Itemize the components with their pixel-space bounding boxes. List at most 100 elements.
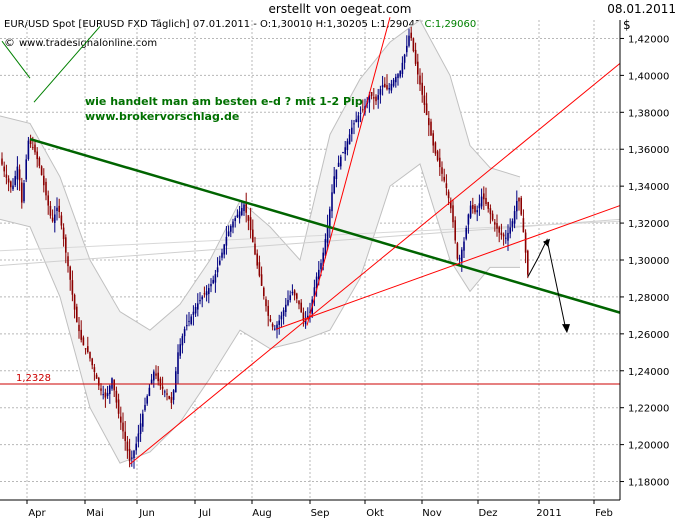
candle-body xyxy=(377,95,379,100)
candle-body xyxy=(214,274,217,283)
candle-body xyxy=(71,280,74,295)
y-tick-label: 1,34000 xyxy=(628,182,669,193)
candle-body xyxy=(309,311,311,313)
candle-body xyxy=(351,127,353,134)
candle-body xyxy=(3,166,5,172)
candle-body xyxy=(467,214,470,225)
instrument-info: EUR/USD Spot [EURUSD FXD Täglich] 07.01.… xyxy=(4,18,476,32)
candle-body xyxy=(221,252,223,258)
candle-body xyxy=(142,413,144,427)
candle-body xyxy=(157,372,159,382)
candle-body xyxy=(443,176,445,181)
candle-body xyxy=(463,241,465,251)
candle-body xyxy=(82,337,85,346)
candle-body xyxy=(113,379,115,391)
y-tick-label: 1,30000 xyxy=(628,256,669,267)
candle-body xyxy=(225,236,228,246)
candle-body xyxy=(333,176,335,194)
candle-body xyxy=(280,315,283,320)
candle-body xyxy=(232,221,234,228)
candle-body xyxy=(93,367,96,372)
candle-body xyxy=(441,167,443,174)
candle-body xyxy=(414,49,417,64)
candle-body xyxy=(496,223,498,229)
y-tick-label: 1,32000 xyxy=(628,219,669,230)
candle-body xyxy=(505,237,507,239)
candle-body xyxy=(201,296,203,300)
candle-body xyxy=(54,214,56,223)
x-tick-label: Dez xyxy=(478,508,497,519)
moving-average xyxy=(0,218,621,267)
x-tick-label: Sep xyxy=(311,508,330,519)
candle-body xyxy=(227,231,230,237)
candle-body xyxy=(524,232,527,253)
candle-body xyxy=(38,157,41,166)
candle-body xyxy=(425,103,428,116)
candle-body xyxy=(355,119,357,123)
y-tick-label: 1,18000 xyxy=(628,478,669,489)
candle-body xyxy=(370,92,373,96)
candle-body xyxy=(210,284,212,287)
candle-body xyxy=(159,378,162,387)
source-credit: © www.tradesignalonline.com xyxy=(4,36,157,51)
candle-body xyxy=(153,371,155,381)
candle-body xyxy=(216,267,219,273)
candle-body xyxy=(27,140,30,160)
candle-body xyxy=(205,291,208,296)
candle-body xyxy=(120,416,122,423)
candle-body xyxy=(168,396,170,399)
candle-body xyxy=(368,95,371,103)
y-tick-label: 1,42000 xyxy=(628,34,669,45)
red-trendline-long xyxy=(129,62,621,465)
candle-body xyxy=(117,399,120,414)
candle-body xyxy=(133,450,135,458)
candle-body xyxy=(320,263,322,270)
candle-body xyxy=(386,85,388,90)
x-tick-label: 2011 xyxy=(536,508,561,519)
forecast-arrow-path xyxy=(527,238,567,331)
candle-body xyxy=(36,151,38,160)
candle-body xyxy=(98,377,100,386)
x-tick-label: Jun xyxy=(138,508,155,519)
candle-body xyxy=(181,336,184,346)
candle-body xyxy=(421,82,423,95)
candle-body xyxy=(472,204,474,209)
candle-body xyxy=(175,371,177,393)
candle-body xyxy=(267,305,269,316)
candle-body xyxy=(172,390,175,400)
candle-body xyxy=(29,138,32,144)
candle-body xyxy=(502,234,505,237)
candle-body xyxy=(241,208,243,216)
candle-body xyxy=(254,243,256,255)
candle-body xyxy=(69,266,71,280)
candle-body xyxy=(313,287,316,297)
candle-body xyxy=(346,141,349,151)
candle-body xyxy=(399,70,401,77)
green-channel-line xyxy=(1,40,31,79)
candle-body xyxy=(300,302,302,313)
candle-body xyxy=(494,222,496,225)
candle-body xyxy=(302,312,305,321)
candle-body xyxy=(373,97,375,99)
candle-body xyxy=(192,311,195,315)
candle-body xyxy=(353,123,355,125)
arrow-head-up xyxy=(543,238,550,247)
candle-body xyxy=(269,318,272,322)
candle-body xyxy=(34,144,36,153)
candle-body xyxy=(397,74,399,79)
candle-body xyxy=(135,443,137,451)
candle-body xyxy=(7,178,10,183)
candle-body xyxy=(179,344,181,356)
x-tick-label: Aug xyxy=(252,508,272,519)
candle-body xyxy=(403,54,406,63)
green-trendline xyxy=(29,137,621,314)
candle-body xyxy=(379,89,382,95)
candle-body xyxy=(219,260,221,265)
candle-body xyxy=(291,292,294,294)
candle-body xyxy=(80,329,82,340)
candle-body xyxy=(406,45,408,53)
candle-body xyxy=(45,181,47,196)
candle-body xyxy=(434,142,437,154)
candle-body xyxy=(95,374,98,379)
candle-body xyxy=(208,288,210,295)
